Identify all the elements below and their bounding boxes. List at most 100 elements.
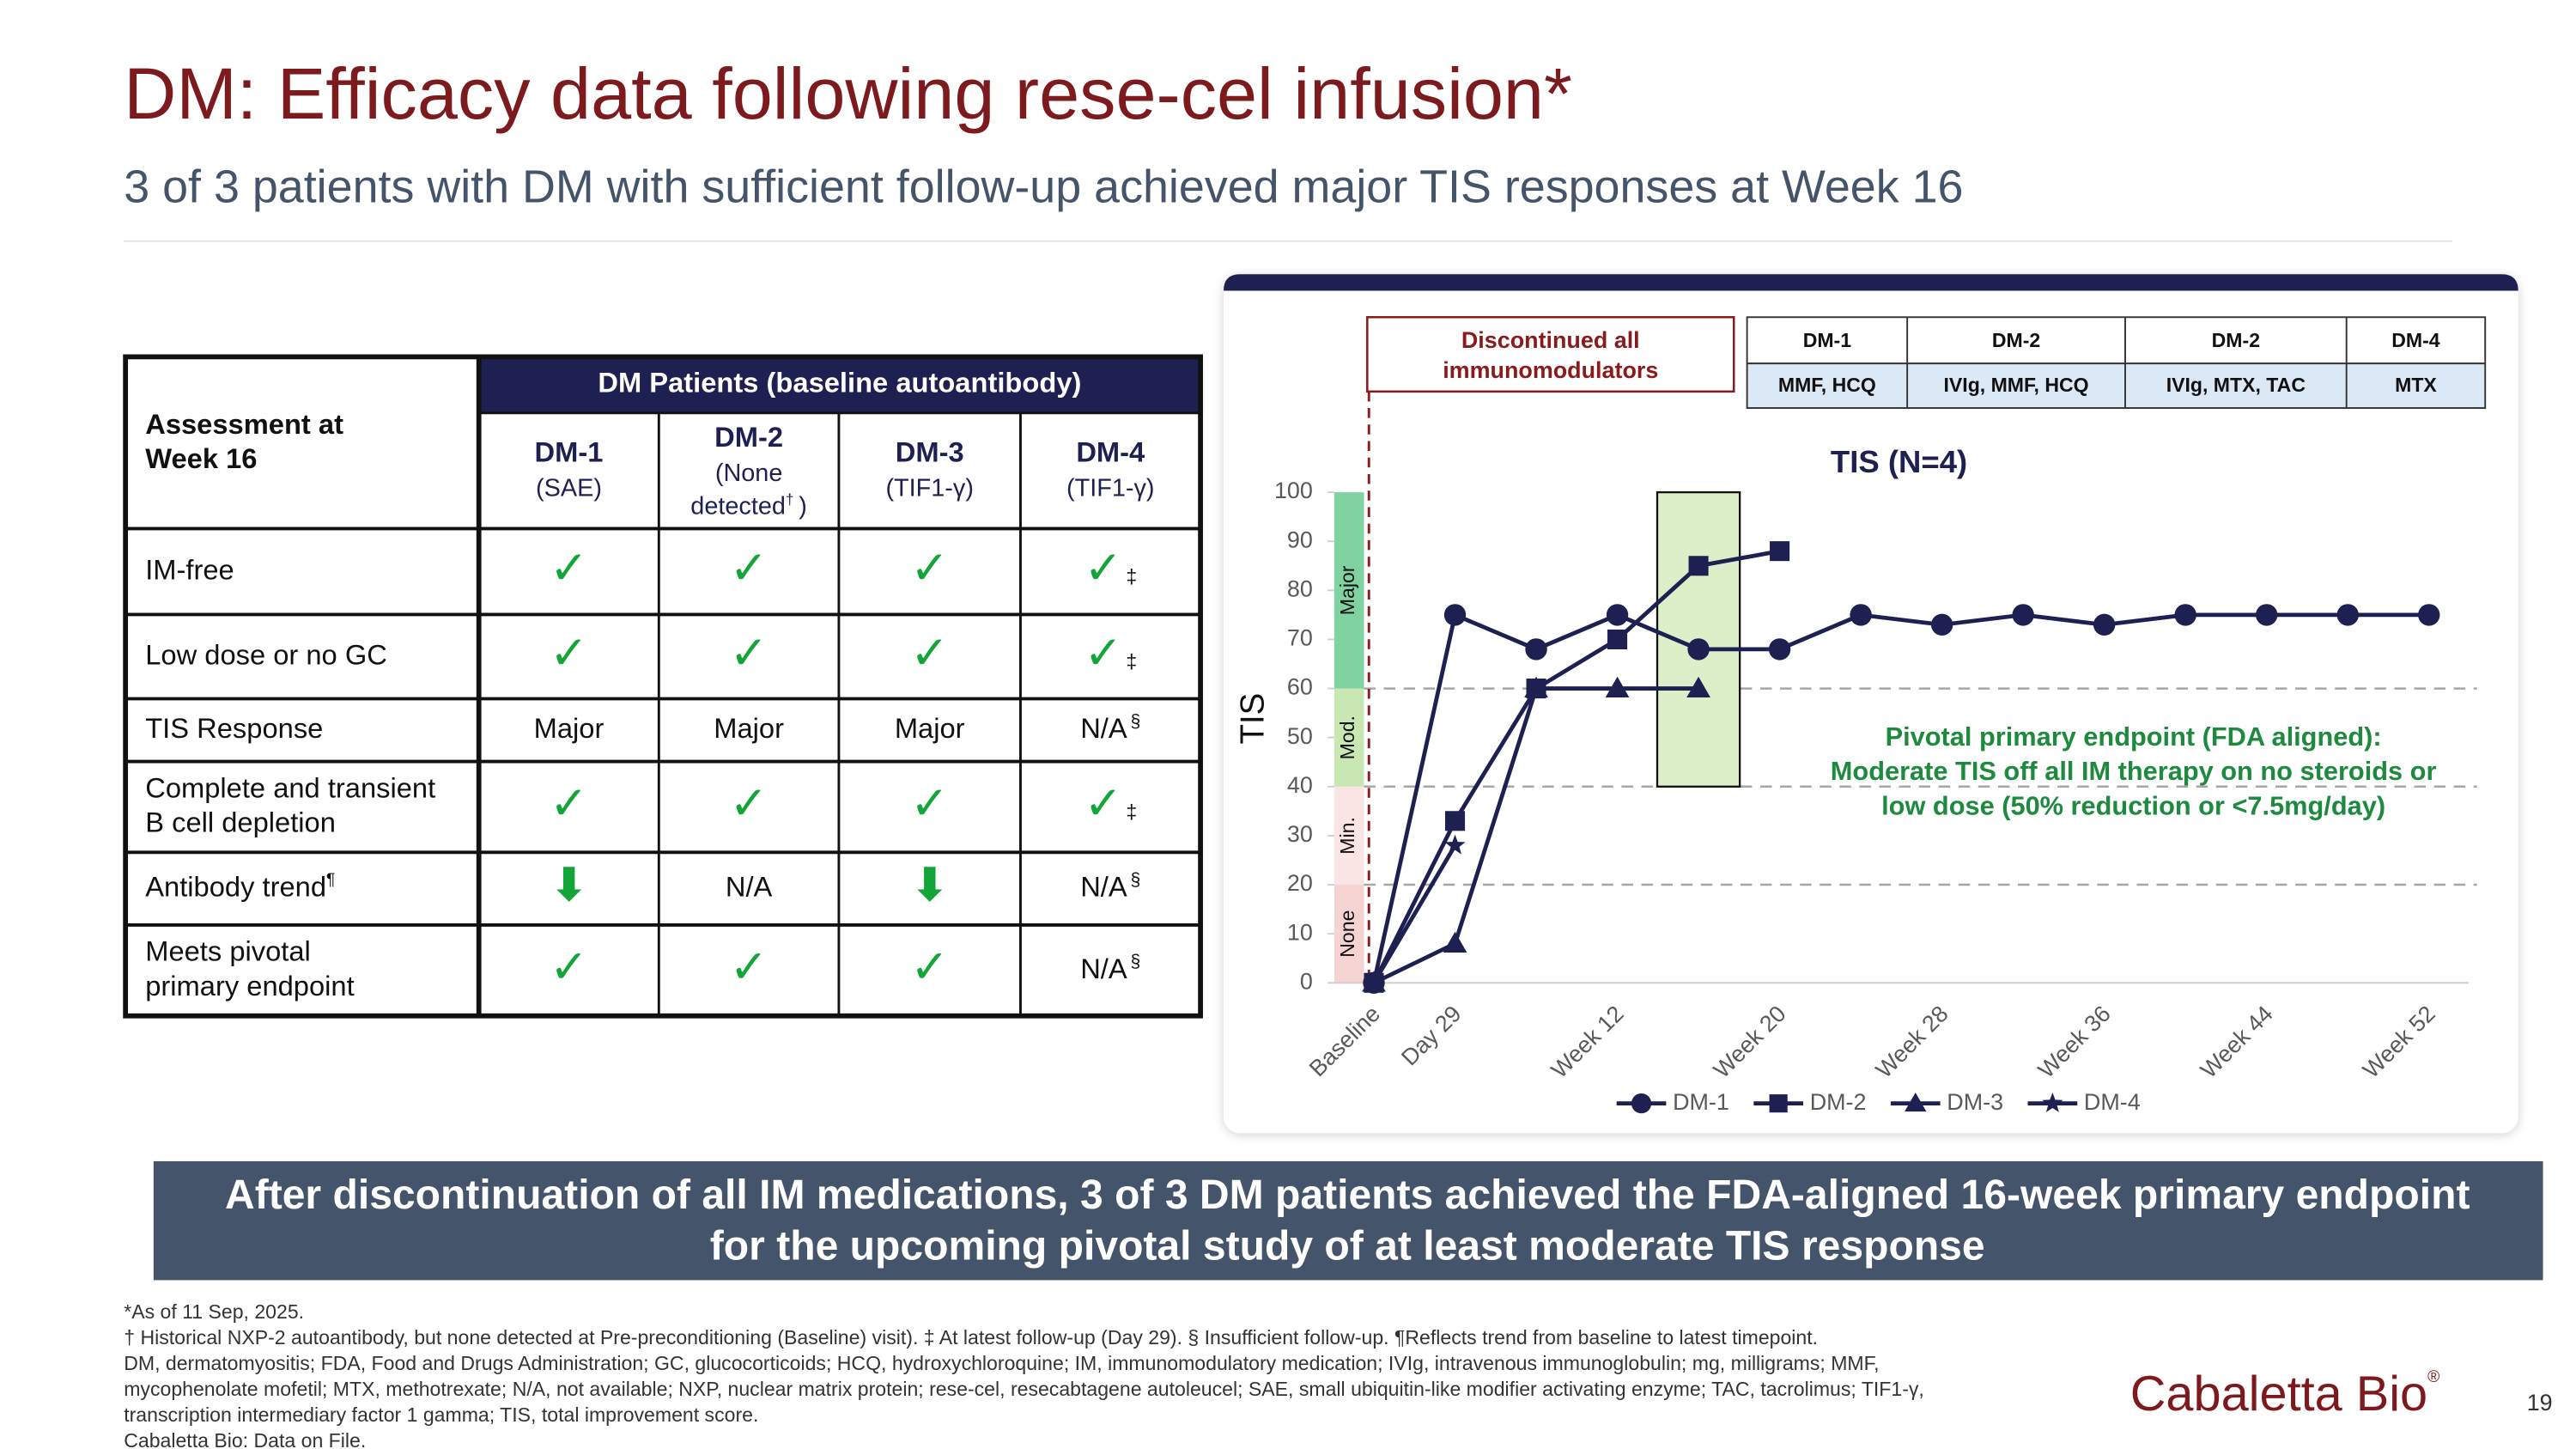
table-cell-text: ✓ — [730, 941, 769, 993]
data-point — [1687, 638, 1710, 661]
y-tick-label: 50 — [1287, 723, 1313, 749]
table-cell: Major — [534, 712, 605, 744]
table-column-name: DM-2 — [714, 421, 783, 453]
data-point — [1930, 613, 1953, 636]
table-cell: ✓ — [550, 543, 588, 594]
table-cell-text: ✓ — [910, 628, 949, 679]
table-cell-text: Major — [534, 712, 605, 744]
data-point — [2336, 604, 2359, 626]
table-cell: N/A § — [1080, 870, 1140, 903]
data-point — [1850, 604, 1872, 626]
table-row-label: Low dose or no GC — [145, 638, 387, 670]
endpoint-annotation: low dose (50% reduction or <7.5mg/day) — [1881, 791, 2385, 821]
data-point — [1605, 676, 1630, 697]
table-cell-text: ✓ — [910, 543, 949, 594]
footnote: *As of 11 Sep, 2025. — [124, 1300, 304, 1323]
page-number: 19 — [2527, 1390, 2553, 1416]
table-cell-note: § — [1131, 870, 1141, 890]
table-column-sub: detected†) — [690, 490, 807, 520]
footnote: Cabaletta Bio: Data on File. — [124, 1429, 366, 1449]
band — [1334, 786, 1364, 886]
table-column-sub: (TIF1-γ) — [1066, 474, 1154, 502]
table-column-after: ) — [799, 492, 807, 520]
table-cell: N/A § — [1080, 711, 1140, 744]
discontinued-note: Discontinued all — [1461, 327, 1640, 353]
table-column-sub: (None — [715, 460, 783, 487]
table-row-label: TIS Response — [145, 712, 323, 744]
table-cell: N/A — [726, 870, 773, 902]
y-tick-label: 0 — [1300, 968, 1313, 994]
data-point — [1631, 1093, 1652, 1114]
data-point — [2418, 604, 2440, 626]
data-point — [1606, 604, 1629, 626]
regimen-row-bg — [1747, 363, 2486, 409]
table-cell: ✓ — [730, 941, 769, 993]
data-point — [1768, 638, 1791, 661]
series-line — [1371, 612, 2429, 983]
data-point — [1769, 1094, 1788, 1113]
title: DM: Efficacy data following rese-cel inf… — [124, 52, 1572, 134]
table-row-label: primary endpoint — [145, 970, 354, 1002]
y-tick-label: 10 — [1287, 919, 1313, 945]
data-point — [2256, 604, 2278, 626]
data-point — [2174, 604, 2196, 626]
table-cell: ✓ — [550, 628, 588, 679]
table-cell-text: Major — [714, 712, 784, 744]
legend-label: DM-2 — [1810, 1089, 1867, 1115]
table-cell-text: N/A — [726, 870, 773, 902]
table: DM Patients (baseline autoantibody) Asses… — [123, 354, 1203, 1019]
table-column-name: DM-3 — [896, 436, 964, 468]
table-cell: Major — [895, 712, 965, 744]
table-cell: ✓ — [550, 778, 588, 830]
callout-text: for the upcoming pivotal study of at lea… — [710, 1223, 1985, 1269]
callout-box — [153, 1160, 2543, 1281]
table-cell-text: ✓ — [910, 778, 949, 830]
table-cell-text: ✓ — [550, 778, 588, 830]
table-column-sub-text: detected — [690, 492, 786, 520]
table-row-label-text: primary endpoint — [145, 970, 354, 1002]
table-cell: ✓ — [730, 778, 769, 830]
table-cell: ✓ ‡ — [1084, 628, 1137, 679]
table-cell: ✓ — [550, 941, 588, 993]
table-row-label: Antibody trend¶ — [145, 870, 335, 902]
band — [1334, 688, 1364, 787]
table-column-name: DM-4 — [1076, 436, 1145, 468]
chart-card-bar — [1224, 274, 2518, 291]
table-cell-text: ✓ — [730, 543, 769, 594]
y-tick-label: 60 — [1287, 674, 1313, 700]
y-tick-label: 100 — [1274, 478, 1313, 503]
table-cell: N/A § — [1080, 952, 1140, 984]
endpoint-annotation: Moderate TIS off all IM therapy on no st… — [1831, 756, 2437, 786]
series-line — [1371, 549, 1781, 984]
chart-card — [1224, 274, 2518, 1134]
table-cell-text: ✓ — [910, 941, 949, 993]
endpoint-annotation: Pivotal primary endpoint (FDA aligned): — [1886, 721, 2382, 752]
y-axis-label: TIS — [1235, 693, 1272, 745]
y-tick-label: 90 — [1287, 527, 1313, 552]
footnote: † Historical NXP-2 autoantibody, but non… — [124, 1326, 1818, 1349]
table-column-sub-text: (SAE) — [536, 474, 602, 502]
y-tick-label: 40 — [1287, 772, 1313, 798]
table-cell-text: Major — [895, 712, 965, 744]
table-cell-note: ‡ — [1126, 565, 1137, 588]
table-cell-text: ✓ — [730, 628, 769, 679]
footer: After discontinuation of all IM medicati… — [124, 1172, 2552, 1449]
table-row-label: B cell depletion — [145, 806, 336, 837]
data-point — [1443, 604, 1467, 626]
regimen-border — [1746, 316, 2487, 409]
footnote: DM, dermatomyositis; FDA, Food and Drugs… — [124, 1352, 1879, 1374]
data-point — [2012, 604, 2034, 626]
regimen-patient: DM-2 — [1992, 329, 2040, 351]
data-point — [2042, 1092, 2063, 1112]
data-point — [1905, 1092, 1927, 1112]
table-cell: ✓ ‡ — [1084, 778, 1137, 830]
y-tick-label: 20 — [1287, 870, 1313, 896]
y-tick-label: 80 — [1287, 575, 1313, 601]
regimen-patient: DM-2 — [2212, 329, 2260, 351]
table-cell-text: ✓ — [550, 941, 588, 993]
logo: Cabaletta Bio® — [2130, 1367, 2440, 1422]
footnote: mycophenolate mofetil; MTX, methotrexate… — [124, 1378, 1924, 1400]
table-cell-text: N/A — [1080, 870, 1127, 902]
